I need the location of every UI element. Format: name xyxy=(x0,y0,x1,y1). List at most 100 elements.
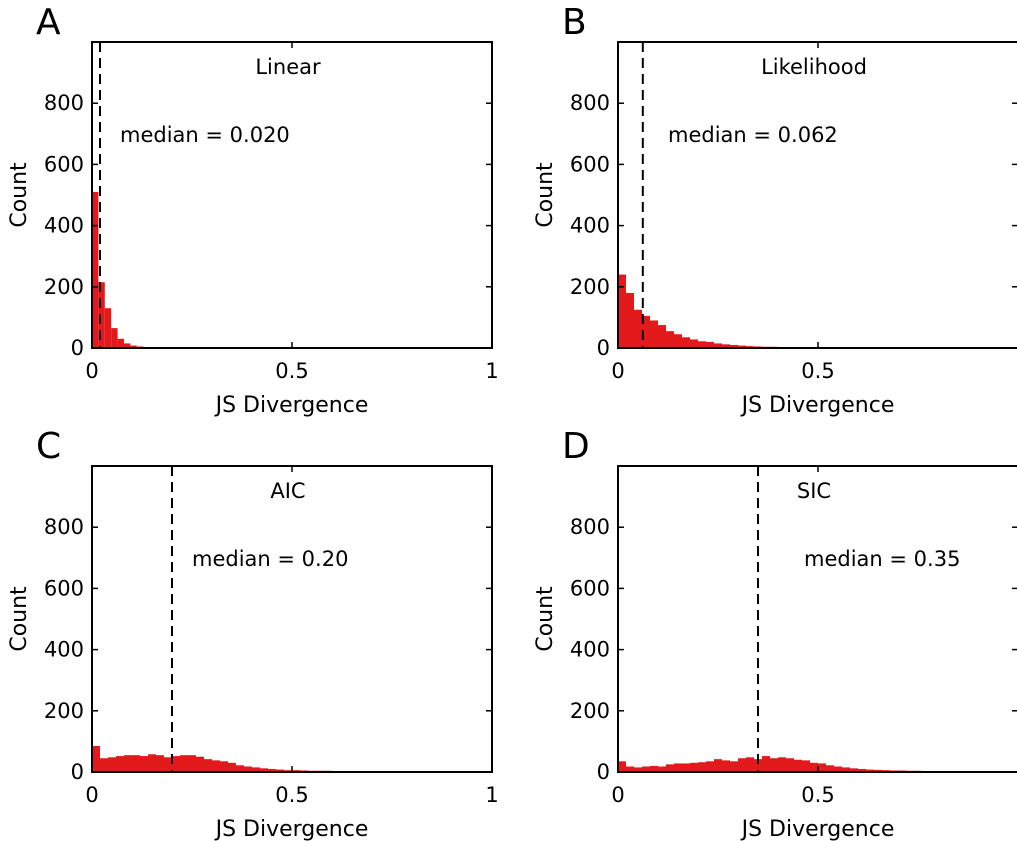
y-tick-label: 800 xyxy=(570,91,610,115)
median-annotation: median = 0.062 xyxy=(668,123,838,147)
histogram-bar xyxy=(858,768,866,772)
histogram-bar xyxy=(132,755,140,772)
histogram-bar xyxy=(634,309,642,348)
histogram-bar xyxy=(722,760,730,772)
plot-frame xyxy=(91,465,493,773)
histogram-bar xyxy=(92,191,99,348)
y-axis-label: Count xyxy=(533,162,558,228)
x-tick-label: 0 xyxy=(85,783,98,807)
histogram-bar xyxy=(108,757,116,772)
y-tick-label: 600 xyxy=(570,576,610,600)
median-annotation: median = 0.35 xyxy=(804,547,960,571)
histogram-bar xyxy=(682,337,690,348)
histogram-bar xyxy=(124,343,131,348)
histogram-bar xyxy=(92,745,100,772)
histogram-bar xyxy=(714,343,722,348)
histogram-bar xyxy=(738,345,746,348)
histogram-bar xyxy=(794,759,802,772)
histogram-bar xyxy=(228,762,236,772)
histogram-bar xyxy=(666,331,674,348)
histogram-bar xyxy=(690,762,698,772)
x-tick-label: 1 xyxy=(485,783,498,807)
histogram-bar xyxy=(722,344,730,348)
x-tick-label: 0 xyxy=(85,359,98,383)
histogram-bar xyxy=(236,765,244,772)
y-tick-label: 600 xyxy=(570,152,610,176)
histogram-bar xyxy=(650,765,658,772)
y-axis-label: Count xyxy=(533,586,558,652)
median-annotation: median = 0.020 xyxy=(120,123,290,147)
histogram-bar xyxy=(618,761,626,772)
panel-a: 0 200 400 600 800 0 0.5 1 JS Divergence Count A Lin… xyxy=(7,2,499,418)
panel-letter: B xyxy=(562,2,587,43)
histogram-bar xyxy=(98,282,105,348)
histogram-bar xyxy=(810,762,818,772)
histogram-bar xyxy=(111,328,118,348)
histogram-bar xyxy=(104,308,112,348)
histogram-bar xyxy=(826,765,834,772)
histogram-bar xyxy=(818,763,826,772)
histogram-bars xyxy=(618,756,1017,772)
histogram-bar xyxy=(634,767,642,772)
chart-title: AIC xyxy=(270,479,305,503)
histogram-bar xyxy=(730,344,738,348)
histogram-bars xyxy=(92,745,492,772)
histogram-bar xyxy=(738,758,746,772)
histogram-bar xyxy=(786,758,794,772)
chart-title: Linear xyxy=(255,55,321,79)
histogram-bar xyxy=(778,757,786,772)
x-axis-label: JS Divergence xyxy=(740,817,895,841)
x-tick-label: 0 xyxy=(611,783,624,807)
x-tick-label: 0.5 xyxy=(801,783,834,807)
y-tick-label: 400 xyxy=(570,214,610,238)
plot-frame xyxy=(617,465,1017,773)
histogram-bar xyxy=(866,769,874,772)
histogram-bar xyxy=(658,766,666,772)
histogram-bar xyxy=(666,764,674,772)
histogram-bar xyxy=(140,756,148,772)
x-tick-label: 0.5 xyxy=(801,359,834,383)
histogram-bar xyxy=(204,759,212,772)
histogram-bar xyxy=(188,755,196,772)
y-tick-label: 800 xyxy=(44,91,84,115)
x-axis-label: JS Divergence xyxy=(214,817,369,841)
histogram-bars xyxy=(618,274,906,348)
x-tick-label: 0.5 xyxy=(275,783,308,807)
y-tick-label: 600 xyxy=(44,576,84,600)
histogram-bar xyxy=(754,759,762,772)
histogram-bar xyxy=(730,761,738,772)
histogram-bar xyxy=(770,758,778,772)
plot-frame xyxy=(91,41,493,349)
histogram-bar xyxy=(842,767,850,772)
histogram-bar xyxy=(164,757,172,772)
histogram-bar xyxy=(682,763,690,772)
y-tick-label: 800 xyxy=(570,515,610,539)
histogram-bar xyxy=(850,768,858,772)
histogram-bar xyxy=(618,274,626,348)
histogram-bar xyxy=(196,756,204,772)
x-axis-label: JS Divergence xyxy=(214,393,369,418)
histogram-bar xyxy=(658,325,666,348)
y-tick-label: 0 xyxy=(71,336,84,360)
histogram-bar xyxy=(116,756,124,772)
histogram-bar xyxy=(674,763,682,772)
histogram-bar xyxy=(172,756,180,772)
plot-frame xyxy=(617,41,1017,349)
histogram-bar xyxy=(706,761,714,772)
histogram-bar xyxy=(244,766,252,772)
x-tick-label: 1 xyxy=(485,359,498,383)
y-axis-label: Count xyxy=(7,586,32,652)
y-tick-label: 800 xyxy=(44,515,84,539)
chart-title: SIC xyxy=(797,479,831,503)
histogram-bar xyxy=(690,339,698,348)
panel-d: 0 200 400 600 800 0 0.5 JS Divergence Count D SIC m… xyxy=(533,426,1017,841)
median-annotation: median = 0.20 xyxy=(192,547,348,571)
y-tick-label: 0 xyxy=(71,760,84,784)
histogram-bar xyxy=(180,755,188,772)
histogram-bar xyxy=(626,292,634,348)
y-tick-label: 200 xyxy=(44,699,84,723)
histogram-bar xyxy=(706,341,714,348)
histogram-bar xyxy=(698,341,706,348)
histogram-bar xyxy=(674,334,682,348)
